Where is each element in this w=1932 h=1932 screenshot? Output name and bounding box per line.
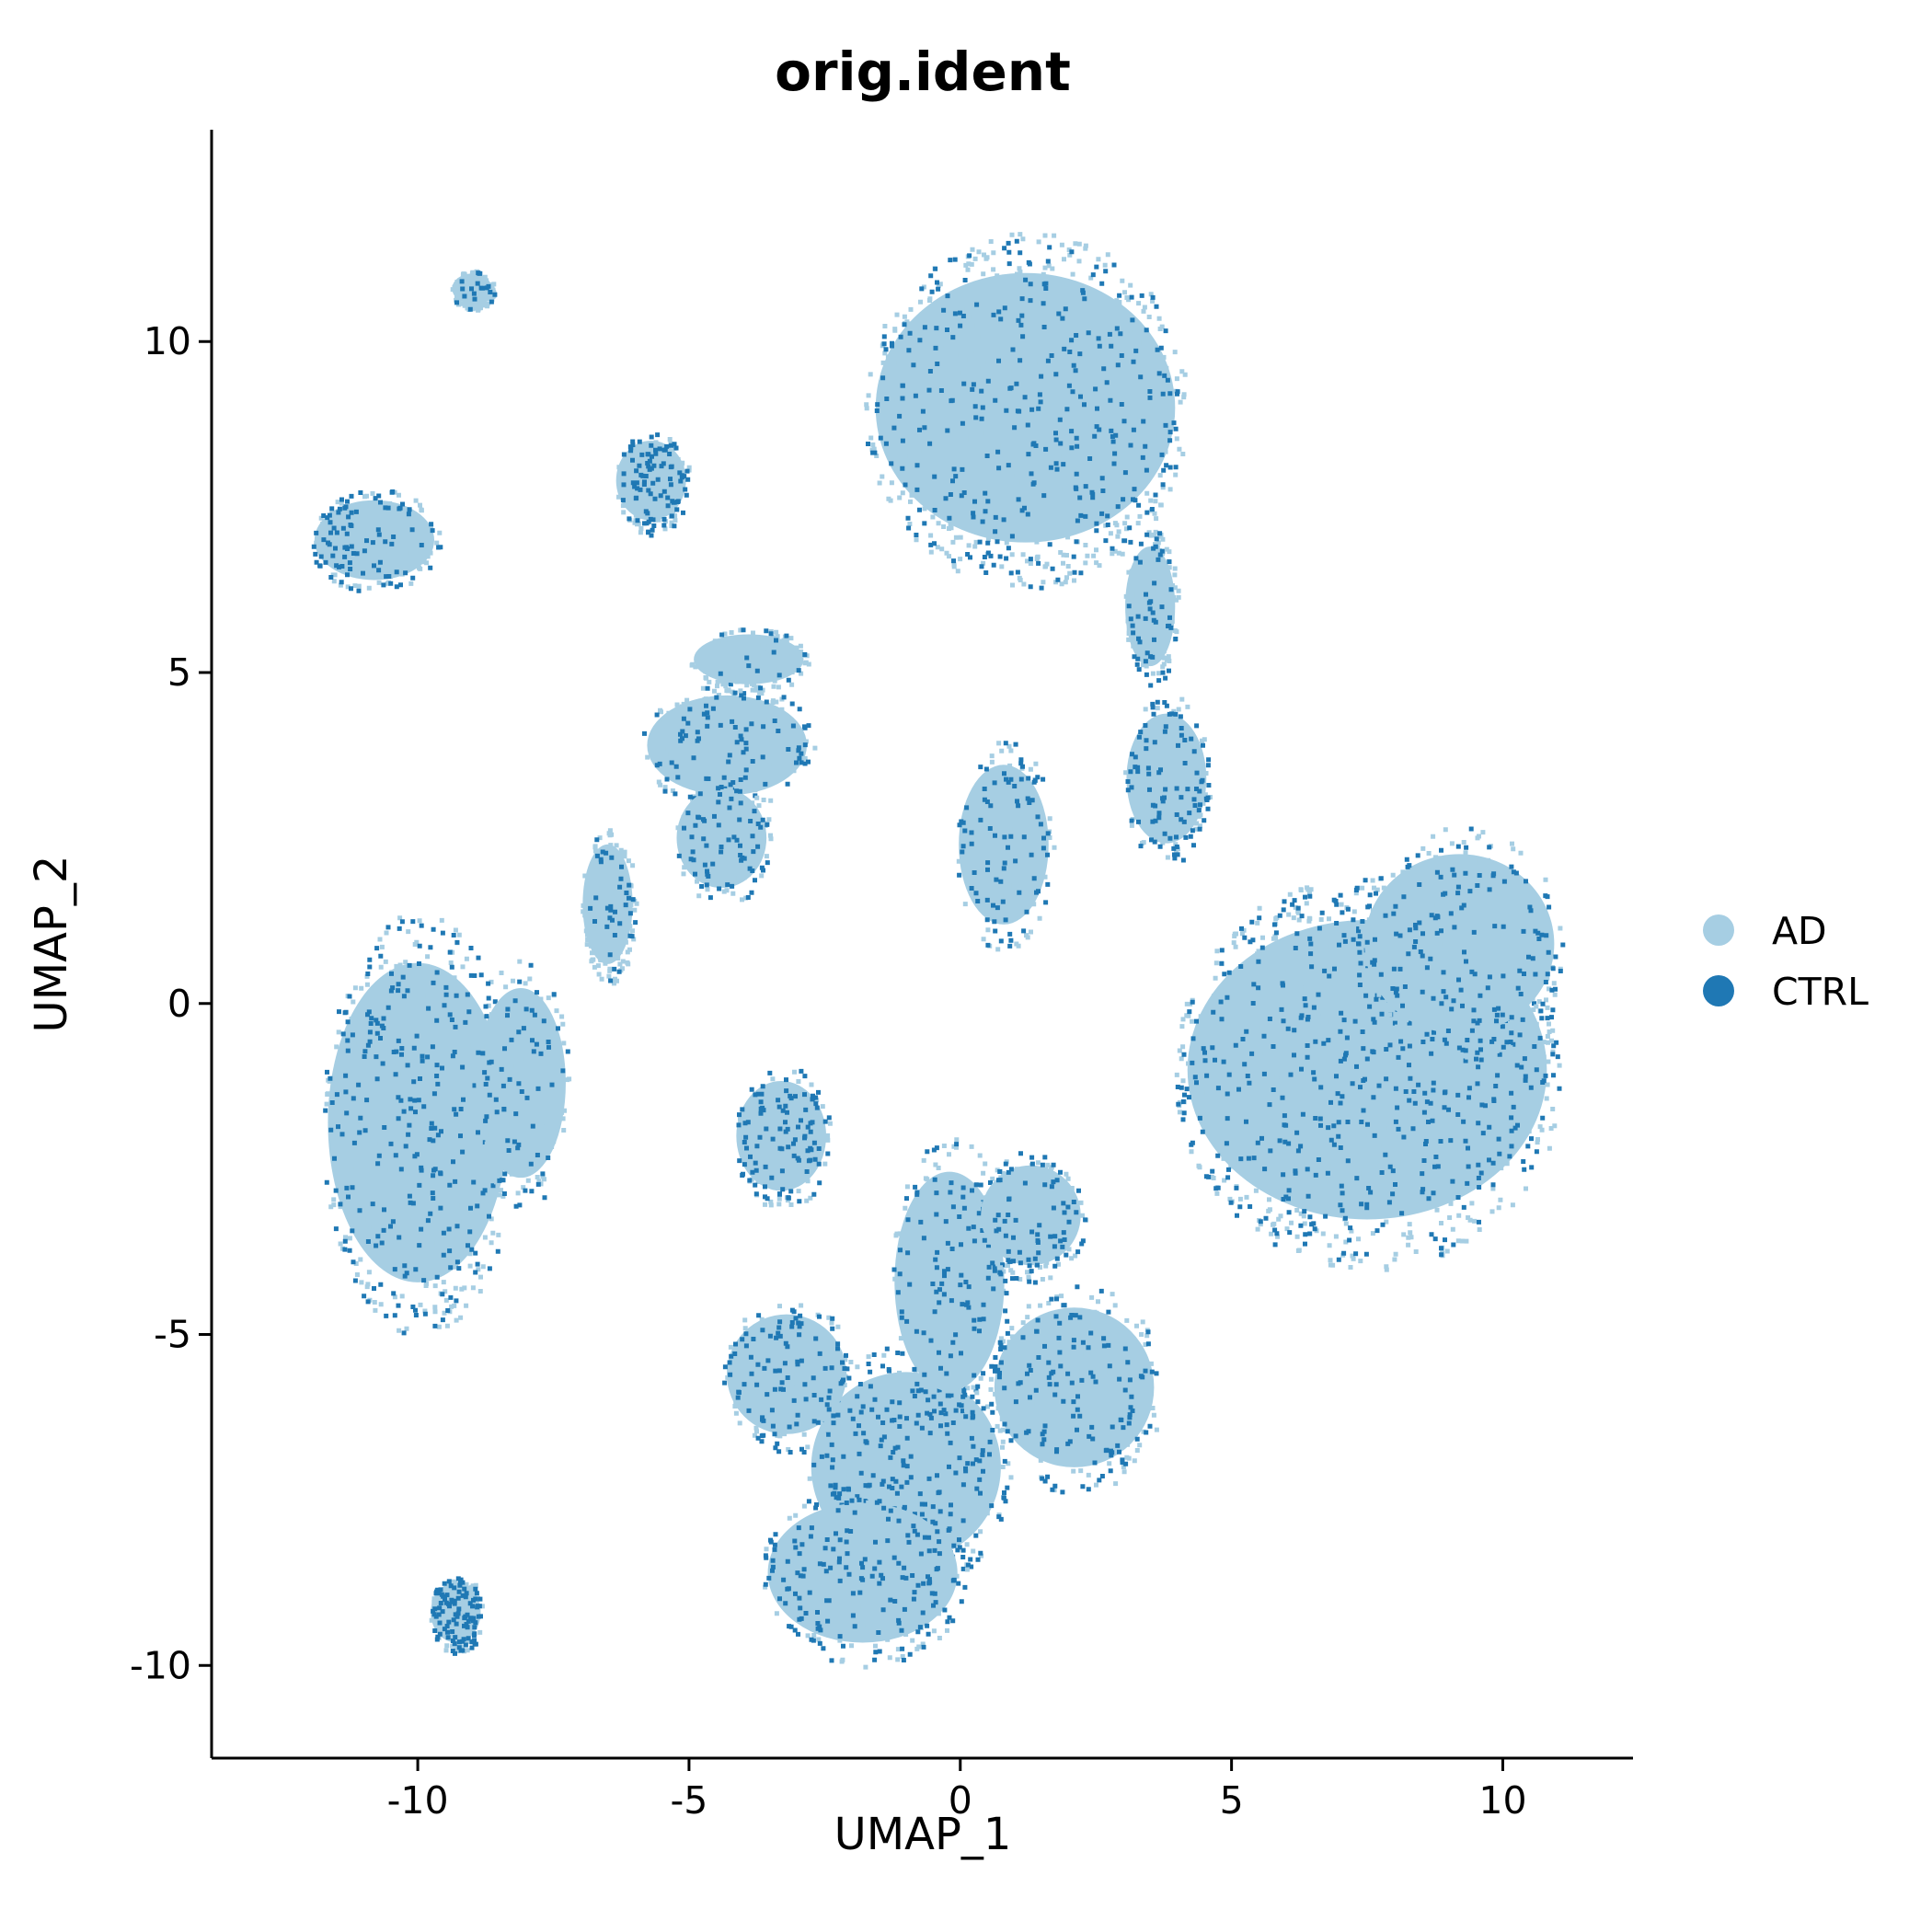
points-ctrl (311, 489, 443, 593)
x-axis-title: UMAP_1 (834, 1809, 1012, 1860)
x-tick-label: 5 (1220, 1778, 1244, 1823)
cluster-density (994, 1307, 1155, 1467)
points-ad (738, 1069, 833, 1208)
y-tick-label: 10 (144, 319, 191, 363)
points-ctrl (620, 432, 691, 538)
points-ctrl (806, 1343, 1010, 1595)
points-ctrl (323, 919, 516, 1336)
points-ctrl (990, 1284, 1159, 1495)
points-ad (475, 959, 572, 1199)
x-tick-label: 10 (1478, 1778, 1526, 1823)
points-ctrl (736, 1068, 832, 1204)
legend-swatch (1703, 975, 1734, 1006)
points-ctrl (588, 837, 638, 983)
x-tick-label: -5 (670, 1778, 707, 1823)
x-tick-label: -10 (387, 1778, 449, 1823)
legend: AD CTRL (1703, 909, 1869, 1014)
points-ctrl (982, 1151, 1088, 1285)
x-axis-ticks: -10 -5 0 5 10 (387, 1758, 1527, 1823)
points-ad (1174, 876, 1562, 1272)
legend-label: CTRL (1772, 970, 1869, 1014)
legend-label: AD (1772, 909, 1827, 953)
points-ad (988, 1292, 1159, 1493)
chart-title: orig.ident (775, 40, 1071, 103)
cluster-density (1364, 854, 1555, 1034)
y-tick-label: -5 (154, 1313, 191, 1357)
points-ad (1359, 827, 1563, 1065)
points-ctrl (1125, 699, 1212, 863)
points-ctrl (476, 962, 570, 1209)
points-ctrl (676, 775, 770, 901)
legend-item-ad: AD (1703, 909, 1827, 953)
scatter-points (311, 232, 1566, 1670)
points-ad (324, 915, 519, 1333)
y-tick-label: -10 (130, 1643, 191, 1687)
points-ad (807, 1351, 1014, 1594)
legend-swatch (1703, 914, 1734, 946)
y-tick-label: 0 (167, 982, 191, 1026)
cluster-density (726, 1314, 847, 1434)
cluster-density (875, 272, 1176, 543)
points-ad (864, 232, 1188, 588)
legend-item-ctrl: CTRL (1703, 970, 1869, 1014)
cluster-density (767, 1502, 958, 1643)
points-ad (429, 1579, 485, 1654)
points-ad (314, 489, 443, 591)
y-axis-ticks: -10 -5 0 5 10 (130, 319, 212, 1687)
cluster-density (314, 500, 435, 581)
points-ad (689, 627, 811, 696)
y-tick-label: 5 (167, 650, 191, 695)
points-ctrl (454, 270, 498, 312)
x-tick-label: 0 (949, 1778, 972, 1823)
cluster-density (981, 1165, 1081, 1266)
points-ad (763, 1492, 970, 1670)
y-axis-title: UMAP_2 (26, 856, 77, 1033)
points-ctrl (1126, 531, 1179, 688)
points-ad (616, 437, 692, 535)
points-ctrl (431, 1576, 483, 1656)
